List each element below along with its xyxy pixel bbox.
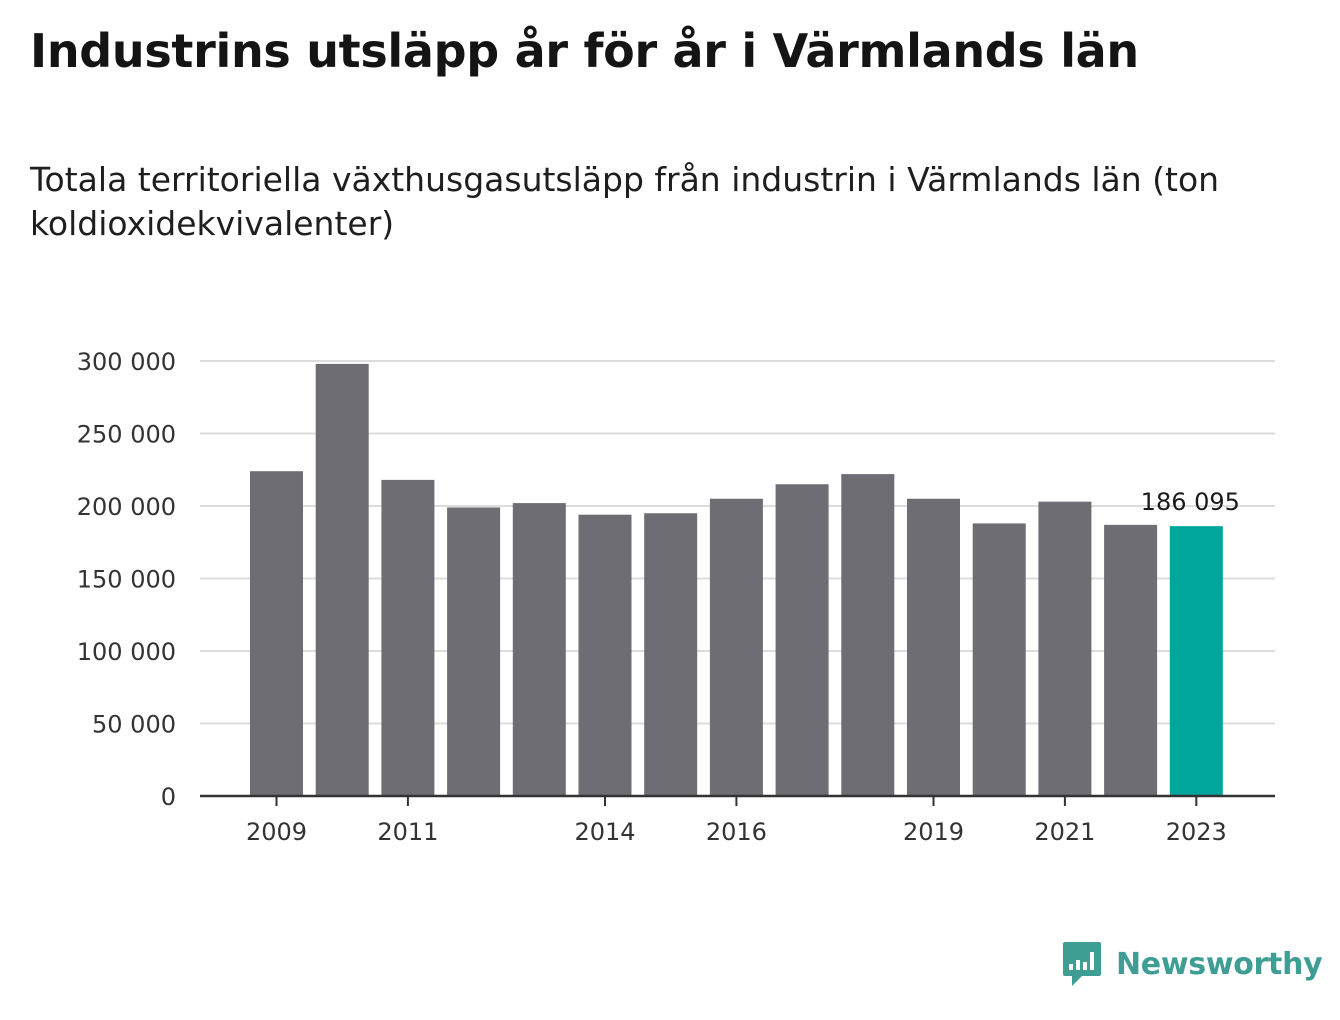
- x-tick-label: 2014: [574, 818, 635, 846]
- bar-2023: [1169, 526, 1223, 796]
- data-labels: 186 095: [1141, 488, 1240, 516]
- y-tick-label: 200 000: [77, 493, 176, 521]
- bar-2021: [1038, 501, 1092, 796]
- x-tick-label: 2016: [706, 818, 767, 846]
- bar-2012: [447, 507, 501, 796]
- bars: [250, 363, 1223, 796]
- y-tick-label: 0: [161, 783, 176, 811]
- y-axis-tick-labels: 0 50 000 100 000 150 000 200 000 250 000 300 0…: [77, 348, 176, 811]
- y-tick-label: 50 000: [92, 711, 176, 739]
- x-tick-label: 2021: [1034, 818, 1095, 846]
- x-tick-label: 2011: [377, 818, 438, 846]
- chart-subtitle: Totala territoriella växthusgasutsläpp f…: [30, 160, 1220, 243]
- bar-2020: [972, 523, 1026, 796]
- data-label-2023: 186 095: [1141, 488, 1240, 516]
- bar-2014: [578, 514, 632, 796]
- newsworthy-logo-icon: [1063, 942, 1101, 986]
- bar-2009: [250, 471, 303, 796]
- chart-title: Industrins utsläpp år för år i Värmlands…: [30, 24, 1139, 78]
- x-axis-tick-labels: 2009 2011 2014 2016 2019 2021 2023: [246, 818, 1227, 846]
- bar-2018: [841, 474, 895, 796]
- bar-2016: [709, 498, 763, 796]
- brand: Newsworthy: [1062, 940, 1323, 988]
- y-tick-label: 100 000: [77, 638, 176, 666]
- x-tick-label: 2009: [246, 818, 307, 846]
- bar-2013: [512, 503, 566, 796]
- bar-2015: [644, 513, 698, 796]
- x-axis: [200, 794, 1275, 806]
- bar-2022: [1104, 524, 1158, 796]
- bar-2017: [775, 484, 829, 796]
- x-tick-label: 2019: [903, 818, 964, 846]
- y-tick-label: 300 000: [77, 348, 176, 376]
- x-tick-label: 2023: [1166, 818, 1227, 846]
- bar-2010: [315, 363, 369, 796]
- bar-2019: [907, 498, 960, 796]
- y-tick-label: 250 000: [77, 421, 176, 449]
- brand-name: Newsworthy: [1116, 946, 1323, 982]
- y-tick-label: 150 000: [77, 566, 176, 594]
- bar-2011: [381, 479, 435, 796]
